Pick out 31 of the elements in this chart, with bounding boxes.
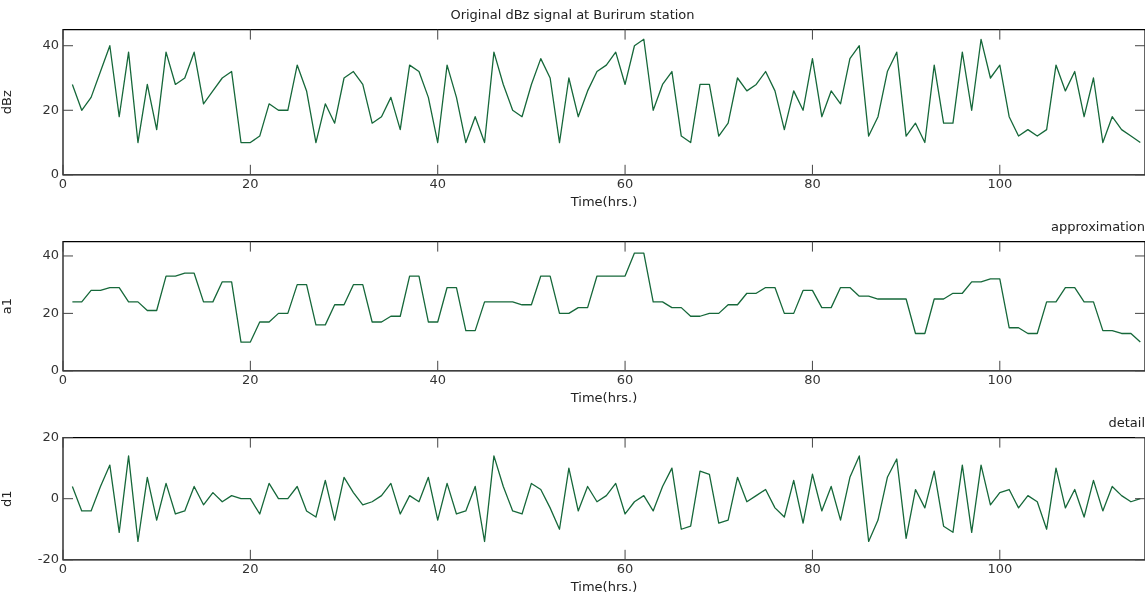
y-tick-label: 0 — [50, 490, 59, 506]
x-tick-label: 60 — [616, 371, 634, 387]
x-tick-label: 80 — [804, 560, 821, 576]
y-tick-label: 20 — [42, 101, 59, 117]
y-tick-label: 40 — [42, 247, 59, 263]
x-axis-title: Time(hrs.) — [569, 578, 638, 594]
x-tick-label: 40 — [429, 175, 446, 191]
x-axis-title: Time(hrs.) — [569, 193, 638, 209]
x-tick-label: 60 — [616, 560, 634, 576]
x-tick-label: 80 — [804, 371, 821, 387]
y-tick-label: -20 — [37, 551, 59, 567]
y-axis-title: a1 — [0, 298, 15, 315]
y-axis-title: dBz — [0, 90, 15, 115]
x-tick-label: 100 — [987, 371, 1013, 387]
x-tick-label: 100 — [987, 175, 1013, 191]
x-tick-label: 20 — [242, 175, 259, 191]
y-tick-label: 20 — [42, 428, 59, 444]
chart-title: Original dBz signal at Burirum station — [450, 7, 695, 23]
chart-title: approximation — [1051, 219, 1145, 235]
x-axis-title: Time(hrs.) — [569, 389, 638, 405]
x-tick-label: 20 — [242, 560, 259, 576]
x-tick-label: 20 — [242, 371, 259, 387]
chart-title: detail — [1108, 415, 1145, 431]
x-tick-label: 80 — [804, 175, 821, 191]
x-tick-label: 60 — [616, 175, 634, 191]
y-axis-title: d1 — [0, 490, 15, 507]
x-tick-label: 40 — [429, 371, 446, 387]
x-tick-label: 100 — [987, 560, 1013, 576]
x-tick-label: 40 — [429, 560, 446, 576]
y-tick-label: 20 — [42, 304, 59, 320]
y-tick-label: 40 — [42, 37, 59, 53]
